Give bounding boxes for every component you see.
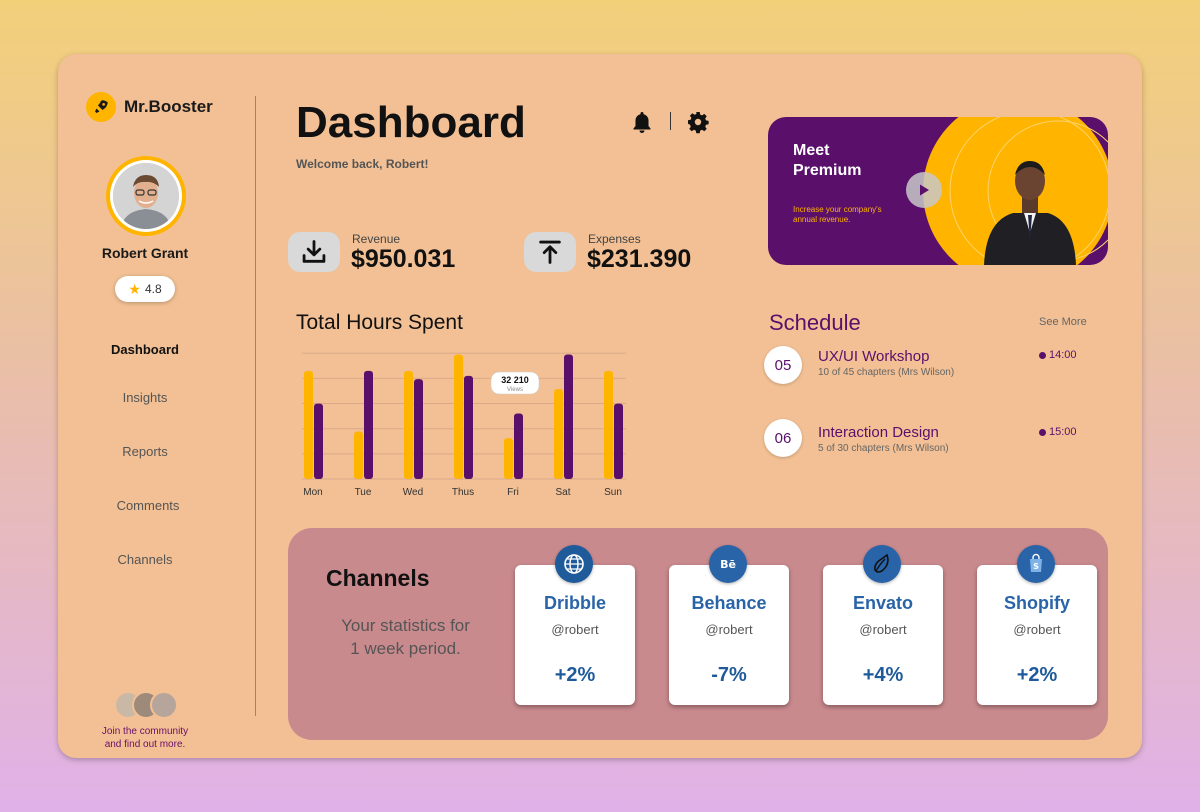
gear-icon[interactable]: [686, 110, 710, 134]
chart-tooltip-value: 32 210: [501, 375, 529, 385]
dashboard-card: Mr.Booster Robert Grant ★ 4.8 Dashboard …: [58, 54, 1142, 758]
channel-change: +2%: [554, 664, 596, 686]
brand-name[interactable]: Mr.Booster: [124, 97, 213, 116]
chart-bar-fri-2[interactable]: [514, 413, 523, 480]
chart-bar-thus-2[interactable]: [464, 375, 473, 479]
chart-bar-tue-2[interactable]: [364, 370, 373, 479]
nav-item-reports[interactable]: Reports: [122, 444, 168, 459]
chart-bar-mon-2[interactable]: [314, 403, 323, 479]
schedule-item-number[interactable]: 05: [764, 346, 802, 384]
chart-tick-label: Wed: [403, 487, 423, 498]
chart-tooltip: 32 210 Views: [490, 371, 540, 395]
channel-name: Shopify: [1004, 593, 1070, 613]
channel-handle: @robert: [859, 622, 907, 637]
channel-name: Dribble: [543, 593, 606, 613]
star-icon: ★: [128, 280, 141, 297]
channel-name: Behance: [691, 593, 767, 613]
see-more-link[interactable]: See More: [1039, 316, 1087, 328]
nav-item-insights[interactable]: Insights: [122, 390, 168, 405]
revenue-value: $950.031: [351, 245, 456, 273]
channel-card-envato[interactable]: Envato @robert +4%: [823, 545, 943, 705]
chart-tick-label: Mon: [303, 487, 322, 498]
svg-text:S: S: [1033, 562, 1039, 571]
welcome-text: Welcome back, Robert!: [296, 157, 429, 171]
chart-tick-label: Fri: [507, 487, 519, 498]
upload-icon: [524, 232, 576, 272]
leaf-icon: [863, 545, 901, 583]
channel-card-shopify[interactable]: S Shopify @robert +2%: [977, 545, 1097, 705]
chart-bar-wed-2[interactable]: [414, 379, 423, 479]
schedule-item-subtitle: 10 of 45 chapters (Mrs Wilson): [818, 367, 955, 378]
chart-bar-thus-1[interactable]: [454, 354, 463, 479]
schedule-item-name[interactable]: UX/UI Workshop: [818, 348, 930, 365]
behance-icon: Bē: [709, 545, 747, 583]
channel-change: +2%: [1016, 664, 1058, 686]
channel-handle: @robert: [705, 622, 753, 637]
chart-bar-sun-1[interactable]: [604, 370, 613, 479]
premium-title: Meet Premium: [793, 142, 862, 179]
expenses-label: Expenses: [588, 232, 641, 246]
download-icon: [288, 232, 340, 272]
chart-tooltip-box: [490, 371, 540, 395]
chart-bar-sun-2[interactable]: [614, 403, 623, 479]
chart-tooltip-label: Views: [507, 387, 523, 393]
schedule-item-number[interactable]: 06: [764, 419, 802, 457]
channel-change: +4%: [862, 664, 904, 686]
avatar[interactable]: [106, 156, 186, 236]
chart-tick-label: Sun: [604, 487, 622, 498]
rocket-icon[interactable]: [86, 92, 116, 122]
chart-bar-wed-1[interactable]: [404, 370, 413, 479]
revenue-label: Revenue: [352, 232, 401, 246]
expenses-value: $231.390: [587, 245, 692, 273]
chart-bar-mon-1[interactable]: [304, 370, 313, 479]
bell-icon[interactable]: [630, 110, 654, 134]
channels-title: Channels: [326, 565, 430, 591]
chart-bar-tue-1[interactable]: [354, 431, 363, 479]
channel-handle: @robert: [1013, 622, 1061, 637]
sidebar-divider: [255, 96, 256, 716]
chart-title: Total Hours Spent: [296, 311, 463, 334]
shopping-bag-icon: S: [1017, 545, 1055, 583]
hours-bar-chart: Mon Tue Wed Thus Fri Sat Sun 32 210 Views: [302, 352, 626, 498]
chart-tick-label: Tue: [355, 487, 372, 498]
channel-handle: @robert: [551, 622, 599, 637]
chart-bar-sat-1[interactable]: [554, 388, 563, 479]
nav-item-channels[interactable]: Channels: [117, 552, 173, 567]
globe-icon: [555, 545, 593, 583]
user-name: Robert Grant: [101, 245, 189, 261]
chart-tick-label: Sat: [555, 487, 570, 498]
page-title: Dashboard: [296, 98, 526, 147]
chart-bar-fri-1[interactable]: [504, 438, 513, 479]
chart-tick-label: Thus: [452, 487, 474, 498]
channel-change: -7%: [711, 664, 747, 686]
premium-banner[interactable]: Meet Premium Increase your company's ann…: [768, 117, 1108, 265]
header-separator: [670, 112, 671, 130]
community-text[interactable]: Join the community and find out more.: [101, 726, 189, 750]
clock-icon: [1039, 428, 1046, 436]
rating-badge: ★ 4.8: [115, 276, 175, 302]
chart-bar-sat-2[interactable]: [564, 354, 573, 479]
play-button[interactable]: [906, 172, 942, 208]
channel-card-behance[interactable]: Bē Behance @robert -7%: [669, 545, 789, 705]
premium-subtitle: Increase your company's annual revenue.: [793, 205, 882, 224]
svg-text:Bē: Bē: [720, 558, 736, 571]
rating-value: 4.8: [144, 282, 162, 296]
clock-icon: [1039, 351, 1046, 359]
schedule-title: Schedule: [769, 310, 861, 335]
community-avatars[interactable]: [114, 691, 178, 721]
channel-name: Envato: [852, 593, 913, 613]
channel-card-dribble[interactable]: Dribble @robert +2%: [515, 545, 635, 705]
schedule-item-time: 15:00: [1039, 426, 1077, 438]
play-icon: [920, 184, 929, 196]
nav-item-comments[interactable]: Comments: [116, 498, 180, 513]
channels-panel: Channels Your statistics for 1 week peri…: [288, 528, 1108, 740]
schedule-item-subtitle: 5 of 30 chapters (Mrs Wilson): [818, 443, 949, 454]
channels-subtitle: Your statistics for 1 week period.: [341, 616, 470, 658]
schedule-item-name[interactable]: Interaction Design: [818, 424, 939, 441]
nav-item-dashboard[interactable]: Dashboard: [111, 342, 179, 357]
schedule-item-time: 14:00: [1039, 349, 1077, 361]
